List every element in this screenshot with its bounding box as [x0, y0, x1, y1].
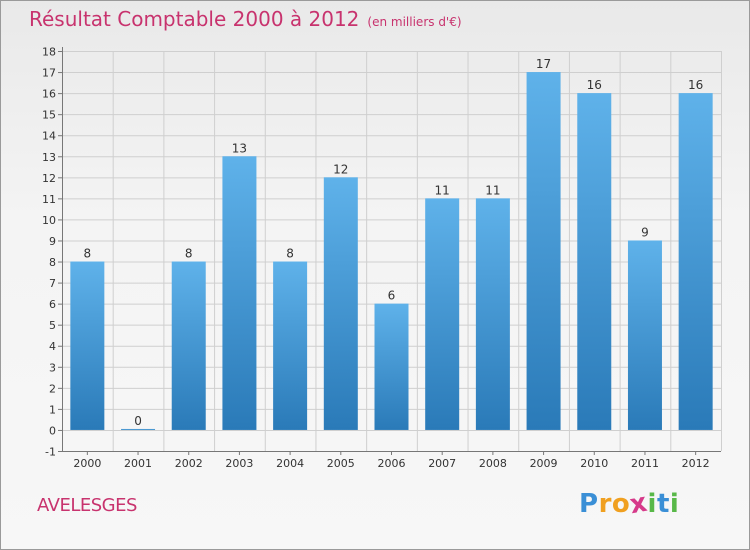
category-label-2009: 2009 [530, 457, 558, 470]
value-label-2005: 12 [333, 162, 348, 176]
logo-letter: o [611, 489, 631, 519]
value-label-2000: 8 [84, 247, 92, 261]
category-label-2002: 2002 [175, 457, 203, 470]
value-label-2009: 17 [536, 57, 551, 71]
bar-2003 [222, 156, 257, 430]
category-label-2011: 2011 [631, 457, 659, 470]
ytick-label-11: 11 [42, 193, 56, 206]
ytick-label--1: -1 [45, 446, 56, 459]
chart-title-text: Résultat Comptable 2000 à 2012 [29, 7, 360, 31]
value-label-2007: 11 [435, 183, 450, 197]
ytick-label-18: 18 [42, 46, 56, 59]
axes [58, 47, 721, 455]
ytick-label-5: 5 [49, 319, 56, 332]
labels: -101234567891011121314151617188200002001… [42, 46, 710, 471]
category-label-2010: 2010 [580, 457, 608, 470]
value-label-2003: 13 [232, 141, 247, 155]
ytick-label-2: 2 [49, 382, 56, 395]
bar-2004 [273, 261, 308, 430]
logo-letter: t [656, 489, 670, 519]
value-label-2002: 8 [185, 247, 193, 261]
ytick-label-1: 1 [49, 403, 56, 416]
ytick-label-15: 15 [42, 109, 56, 122]
chart-title: Résultat Comptable 2000 à 2012 (en millie… [29, 7, 462, 31]
bar-2012 [678, 93, 713, 430]
bar-2001 [121, 428, 156, 430]
bar-2011 [627, 240, 662, 430]
category-label-2008: 2008 [479, 457, 507, 470]
ytick-label-4: 4 [49, 340, 56, 353]
proxiti-logo[interactable]: Proxiti [579, 488, 680, 521]
ytick-label-12: 12 [42, 172, 56, 185]
value-label-2010: 16 [587, 78, 602, 92]
chart-subtitle: (en milliers d'€) [367, 15, 462, 29]
bar-2009 [526, 72, 561, 430]
category-label-2001: 2001 [124, 457, 152, 470]
value-label-2006: 6 [388, 289, 396, 303]
ytick-label-14: 14 [42, 130, 56, 143]
ytick-label-10: 10 [42, 214, 56, 227]
ytick-label-13: 13 [42, 151, 56, 164]
ytick-label-16: 16 [42, 88, 56, 101]
category-label-2005: 2005 [327, 457, 355, 470]
category-label-2006: 2006 [378, 457, 406, 470]
bar-2005 [323, 177, 358, 430]
category-label-2004: 2004 [276, 457, 304, 470]
logo-letter: P [579, 489, 599, 519]
bar-2006 [374, 303, 409, 430]
ytick-label-8: 8 [49, 256, 56, 269]
ytick-label-9: 9 [49, 235, 56, 248]
category-label-2003: 2003 [225, 457, 253, 470]
logo-letter: i [669, 489, 680, 519]
ytick-label-7: 7 [49, 277, 56, 290]
value-label-2012: 16 [688, 78, 703, 92]
value-label-2008: 11 [485, 183, 500, 197]
logo-letter: i [647, 489, 657, 519]
category-label-2007: 2007 [428, 457, 456, 470]
value-label-2001: 0 [134, 414, 142, 428]
category-label-2000: 2000 [73, 457, 101, 470]
commune-name: AVELESGES [37, 495, 137, 516]
bars [70, 72, 713, 430]
ytick-label-6: 6 [49, 298, 56, 311]
bar-2002 [171, 261, 206, 430]
logo-letter: r [598, 489, 612, 519]
bar-2008 [475, 198, 510, 430]
ytick-label-3: 3 [49, 361, 56, 374]
value-label-2011: 9 [641, 225, 649, 239]
category-label-2012: 2012 [682, 457, 710, 470]
bar-2010 [577, 93, 612, 430]
ytick-label-17: 17 [42, 67, 56, 80]
value-label-2004: 8 [286, 247, 294, 261]
bar-2007 [425, 198, 460, 430]
bar-2000 [70, 261, 105, 430]
ytick-label-0: 0 [49, 424, 56, 437]
